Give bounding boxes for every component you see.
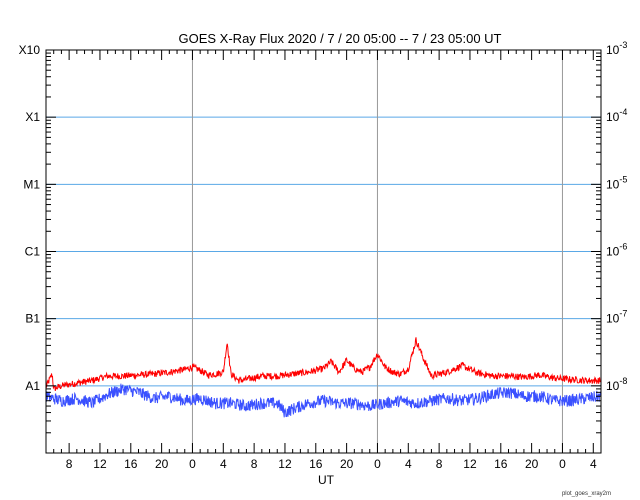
y-label-b1: B1	[25, 312, 40, 326]
y-right-label-1e-7: 10-7	[606, 309, 627, 326]
chart-title: GOES X-Ray Flux 2020 / 7 / 20 05:00 -- 7…	[179, 31, 502, 46]
x-tick-label: 16	[124, 457, 138, 471]
x-tick-label: 20	[155, 457, 169, 471]
x-tick-label: 8	[66, 457, 73, 471]
x-axis-tick-labels: 8 12 16 20 0 4 8 12 16 20 0 4 8 12 16 20 0 4	[66, 457, 597, 471]
series-long-wavelength	[45, 337, 601, 391]
series-group	[45, 337, 601, 418]
x-tick-label: 8	[436, 457, 443, 471]
x-tick-label: 20	[340, 457, 354, 471]
x-tick-label: 16	[494, 457, 508, 471]
x-tick-label: 4	[590, 457, 597, 471]
x-tick-label: 4	[220, 457, 227, 471]
x-tick-label: 20	[525, 457, 539, 471]
x-tick-label: 0	[189, 457, 196, 471]
y-label-x10: X10	[19, 43, 41, 57]
y-right-label-1e-3: 10-3	[606, 40, 627, 57]
y-label-c1: C1	[25, 245, 41, 259]
x-tick-label: 16	[309, 457, 323, 471]
x-tick-label: 0	[559, 457, 566, 471]
x-tick-label: 12	[93, 457, 107, 471]
x-axis-label: UT	[318, 473, 335, 487]
x-tick-label: 4	[405, 457, 412, 471]
y-label-m1: M1	[23, 177, 40, 191]
x-tick-label: 12	[463, 457, 477, 471]
y-label-a1: A1	[25, 379, 40, 393]
footer-note: plot_goes_xray2m	[562, 491, 611, 497]
x-tick-label: 8	[251, 457, 258, 471]
x-tick-label: 0	[374, 457, 381, 471]
series-short-wavelength	[45, 383, 601, 418]
axis-ticks	[46, 49, 601, 453]
y-right-label-1e-5: 10-5	[606, 174, 627, 191]
y-axis-left-labels: X10 X1 M1 C1 B1 A1	[19, 43, 41, 393]
y-right-label-1e-6: 10-6	[606, 242, 627, 259]
x-tick-label: 12	[278, 457, 292, 471]
grid	[46, 50, 601, 453]
y-label-x1: X1	[25, 110, 40, 124]
y-axis-right-labels: 10-3 10-4 10-5 10-6 10-7 10-8	[606, 40, 627, 393]
y-right-label-1e-4: 10-4	[606, 107, 627, 124]
y-right-label-1e-8: 10-8	[606, 376, 627, 393]
